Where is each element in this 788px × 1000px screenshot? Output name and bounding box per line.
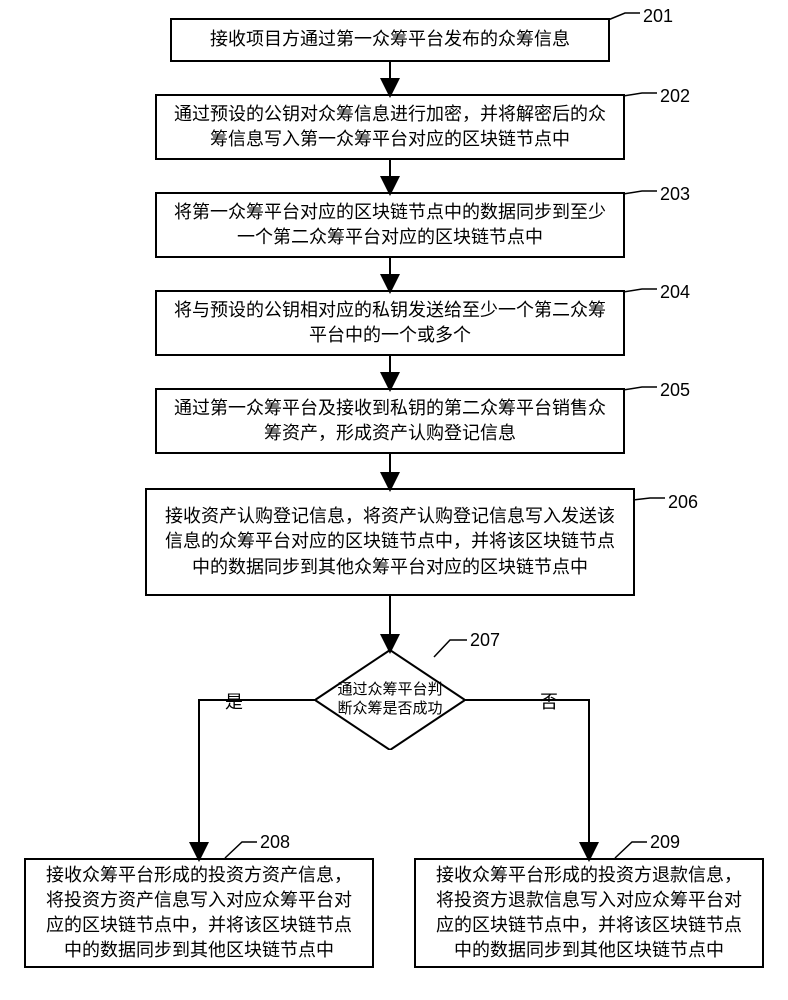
- label-201: 201: [643, 6, 673, 27]
- step-208-text: 接收众筹平台形成的投资方资产信息，将投资方资产信息写入对应众筹平台对应的区块链节…: [40, 863, 358, 964]
- branch-no-label: 否: [540, 688, 558, 714]
- label-206: 206: [668, 492, 698, 513]
- step-206-text: 接收资产认购登记信息，将资产认购登记信息写入发送该信息的众筹平台对应的区块链节点…: [161, 504, 619, 580]
- step-208: 接收众筹平台形成的投资方资产信息，将投资方资产信息写入对应众筹平台对应的区块链节…: [24, 858, 374, 968]
- label-207: 207: [470, 630, 500, 651]
- decision-207: 通过众筹平台判断众筹是否成功: [315, 650, 465, 750]
- step-202-text: 通过预设的公钥对众筹信息进行加密，并将解密后的众筹信息写入第一众筹平台对应的区块…: [171, 102, 609, 152]
- label-208: 208: [260, 832, 290, 853]
- step-204-text: 将与预设的公钥相对应的私钥发送给至少一个第二众筹平台中的一个或多个: [171, 298, 609, 348]
- step-201-text: 接收项目方通过第一众筹平台发布的众筹信息: [210, 27, 570, 52]
- label-203: 203: [660, 184, 690, 205]
- label-209: 209: [650, 832, 680, 853]
- step-204: 将与预设的公钥相对应的私钥发送给至少一个第二众筹平台中的一个或多个: [155, 290, 625, 356]
- step-209: 接收众筹平台形成的投资方退款信息，将投资方退款信息写入对应众筹平台对应的区块链节…: [414, 858, 764, 968]
- label-202: 202: [660, 86, 690, 107]
- label-204: 204: [660, 282, 690, 303]
- step-202: 通过预设的公钥对众筹信息进行加密，并将解密后的众筹信息写入第一众筹平台对应的区块…: [155, 94, 625, 160]
- branch-yes-label: 是: [225, 688, 243, 714]
- decision-207-text: 通过众筹平台判断众筹是否成功: [315, 650, 465, 750]
- label-205: 205: [660, 380, 690, 401]
- step-205: 通过第一众筹平台及接收到私钥的第二众筹平台销售众筹资产，形成资产认购登记信息: [155, 388, 625, 454]
- step-205-text: 通过第一众筹平台及接收到私钥的第二众筹平台销售众筹资产，形成资产认购登记信息: [171, 396, 609, 446]
- step-209-text: 接收众筹平台形成的投资方退款信息，将投资方退款信息写入对应众筹平台对应的区块链节…: [430, 863, 748, 964]
- step-203: 将第一众筹平台对应的区块链节点中的数据同步到至少一个第二众筹平台对应的区块链节点…: [155, 192, 625, 258]
- step-201: 接收项目方通过第一众筹平台发布的众筹信息: [170, 18, 610, 62]
- step-203-text: 将第一众筹平台对应的区块链节点中的数据同步到至少一个第二众筹平台对应的区块链节点…: [171, 200, 609, 250]
- step-206: 接收资产认购登记信息，将资产认购登记信息写入发送该信息的众筹平台对应的区块链节点…: [145, 488, 635, 596]
